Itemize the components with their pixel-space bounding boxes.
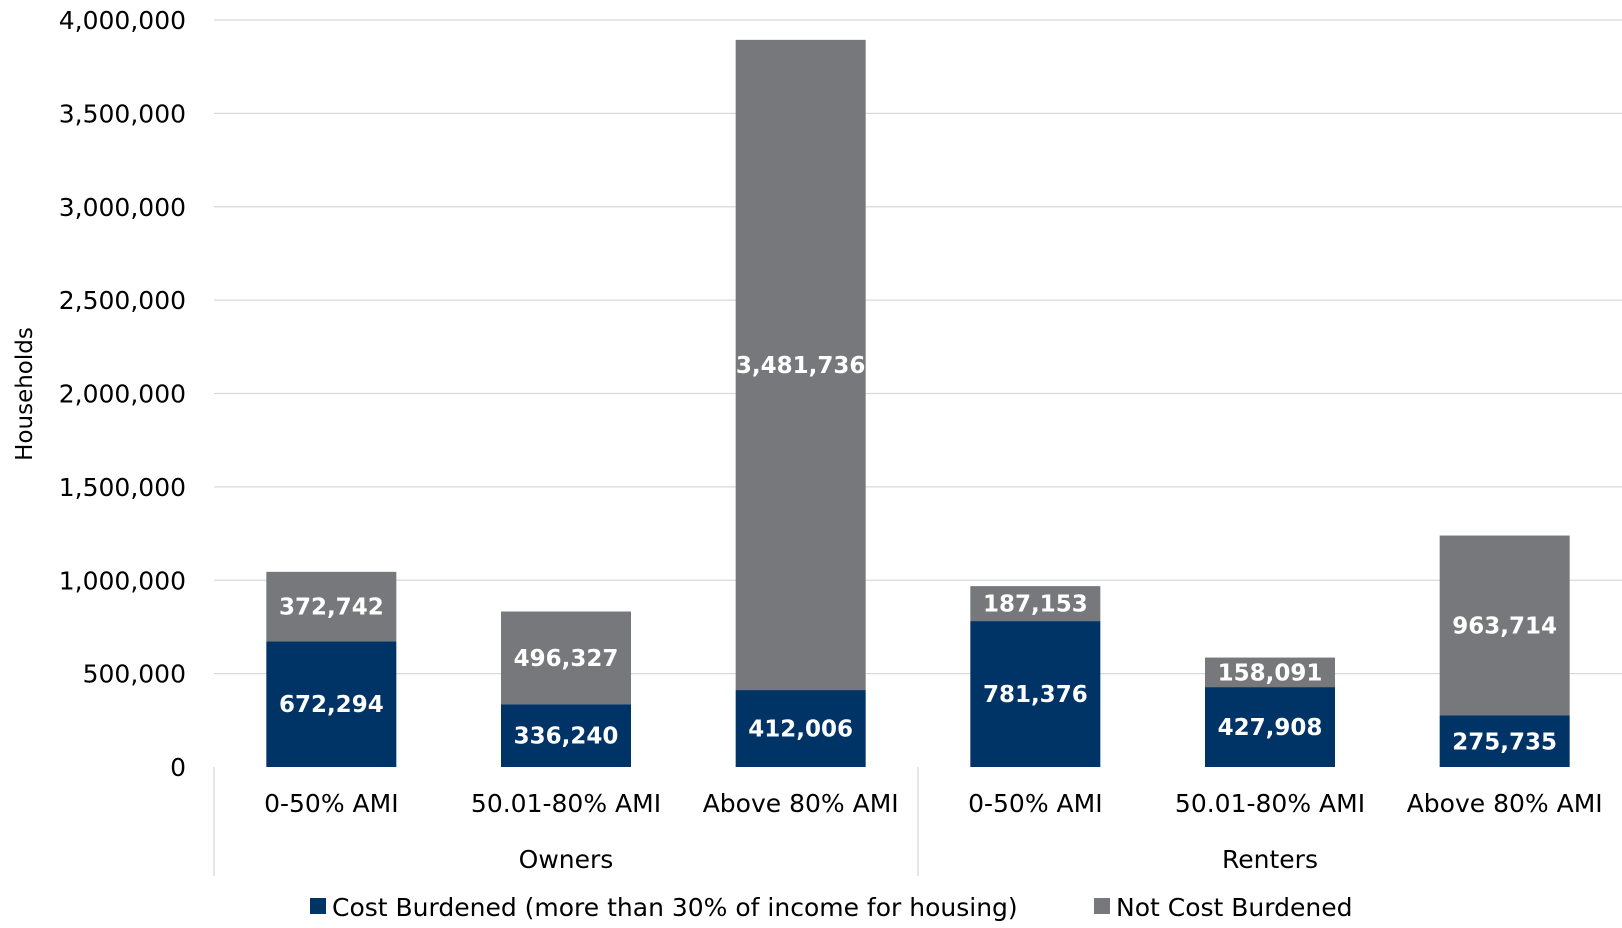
- x-axis: 0-50% AMI 50.01-80% AMI Above 80% AMI Owner…: [213, 767, 1603, 876]
- legend-swatch: [310, 898, 326, 914]
- y-axis-ticks: 0 500,000 1,000,000 1,500,000 2,000,000 2,500…: [59, 6, 186, 782]
- y-tick-label: 500,000: [83, 660, 186, 689]
- data-label: 427,908: [1218, 715, 1323, 741]
- gridlines: [214, 19, 1622, 675]
- bar-cost-burdened: [735, 690, 866, 767]
- x-group-label: Owners: [519, 845, 614, 874]
- y-tick-label: 3,000,000: [59, 193, 186, 222]
- x-group-label: Renters: [1222, 845, 1318, 874]
- legend-label: Cost Burdened (more than 30% of income f…: [332, 893, 1018, 922]
- x-category-label: Above 80% AMI: [1407, 789, 1603, 818]
- y-tick-label: 0: [170, 753, 186, 782]
- bar-not-cost-burdened: [1205, 657, 1335, 688]
- x-category-label: 50.01-80% AMI: [471, 789, 661, 818]
- legend-swatch: [1094, 898, 1110, 914]
- x-category-label: 0-50% AMI: [968, 789, 1103, 818]
- y-tick-label: 4,000,000: [59, 6, 186, 35]
- data-label: 412,006: [748, 717, 853, 743]
- bar-cost-burdened: [970, 621, 1101, 767]
- y-tick-label: 2,500,000: [59, 286, 186, 315]
- bar-cost-burdened: [1439, 715, 1570, 767]
- data-label: 372,742: [279, 595, 384, 621]
- bar-not-cost-burdened: [501, 611, 631, 705]
- legend-label: Not Cost Burdened: [1116, 893, 1352, 922]
- data-label: 496,327: [514, 646, 619, 672]
- bar-not-cost-burdened: [735, 39, 866, 691]
- bar-not-cost-burdened: [970, 586, 1101, 622]
- bar-cost-burdened: [266, 641, 397, 767]
- y-tick-label: 2,000,000: [59, 380, 186, 409]
- data-label: 158,091: [1218, 660, 1323, 686]
- data-label: 187,153: [983, 592, 1088, 618]
- bar-cost-burdened: [501, 704, 631, 767]
- bar-cost-burdened: [1205, 687, 1335, 767]
- data-label: 781,376: [983, 682, 1088, 708]
- data-label: 3,481,736: [736, 353, 866, 379]
- y-tick-label: 1,500,000: [59, 473, 186, 502]
- x-category-label: 50.01-80% AMI: [1175, 789, 1365, 818]
- x-category-label: 0-50% AMI: [264, 789, 399, 818]
- y-tick-label: 1,000,000: [59, 566, 186, 595]
- x-category-label: Above 80% AMI: [703, 789, 899, 818]
- y-axis-title: Households: [12, 327, 38, 461]
- legend: Cost Burdened (more than 30% of income f…: [310, 893, 1352, 922]
- data-label: 336,240: [514, 724, 619, 750]
- bar-not-cost-burdened: [266, 571, 397, 642]
- data-label: 963,714: [1452, 614, 1557, 640]
- data-label: 672,294: [279, 692, 384, 718]
- bar-not-cost-burdened: [1439, 535, 1570, 716]
- bars: 672,294 372,742 336,240 496,327 412,006 3,481…: [266, 39, 1570, 767]
- y-tick-label: 3,500,000: [59, 99, 186, 128]
- data-label: 275,735: [1452, 729, 1557, 755]
